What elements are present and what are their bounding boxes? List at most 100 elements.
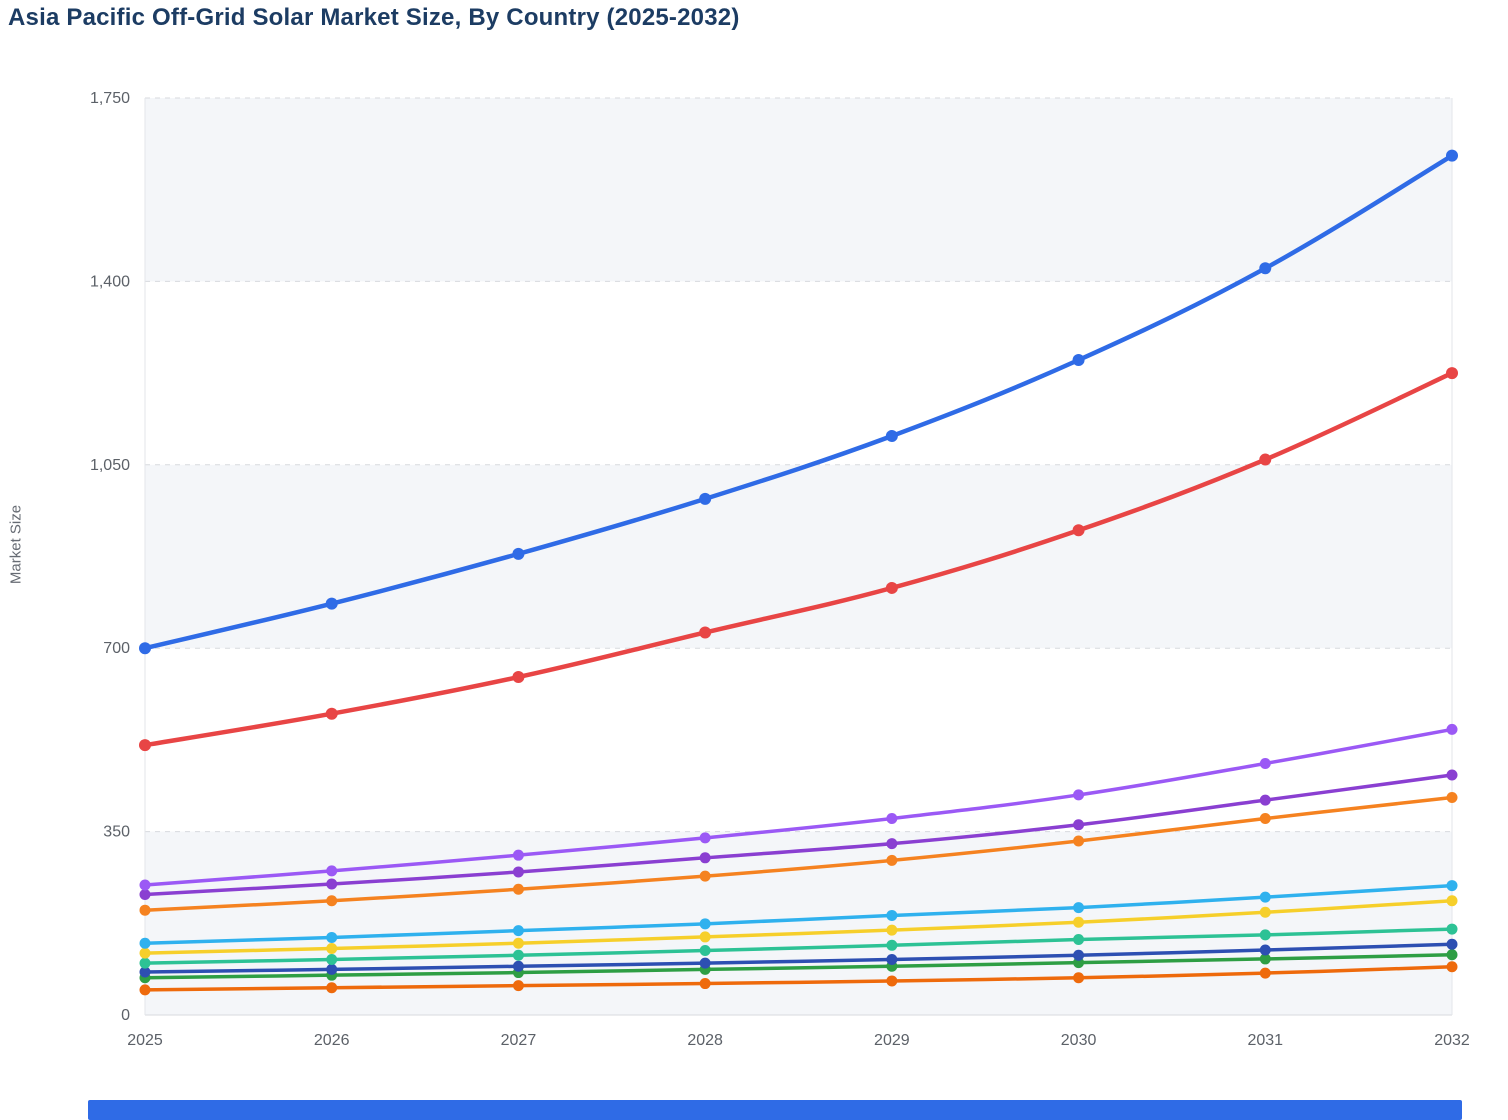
point-series-red	[1259, 453, 1272, 466]
point-series-orange	[1073, 835, 1085, 847]
point-series-yellow	[326, 942, 338, 954]
point-series-red	[1446, 367, 1458, 380]
point-series-blue	[1072, 354, 1085, 366]
point-series-darkorange	[1259, 967, 1271, 979]
point-series-blue	[885, 429, 898, 442]
point-series-yellow	[699, 931, 711, 943]
chart-title: Asia Pacific Off-Grid Solar Market Size,…	[8, 4, 740, 31]
y-tick-label: 350	[103, 824, 130, 841]
plot-band	[145, 831, 1452, 1015]
y-tick-label: 1,050	[90, 457, 130, 474]
point-series-blue	[139, 642, 151, 655]
point-series-violet	[1259, 757, 1271, 769]
point-series-skyblue	[886, 909, 898, 921]
point-series-orange	[1446, 792, 1458, 804]
line-chart-canvas: 0 350 700 1,050 1,400 1,750 2025 2026 2027 2028 20…	[90, 90, 1470, 1049]
line-series-green	[143, 952, 1454, 980]
point-series-skyblue	[1446, 880, 1458, 892]
point-series-blue	[512, 547, 525, 560]
point-series-purple	[1073, 819, 1085, 831]
point-series-orange	[326, 895, 338, 907]
point-series-orange	[512, 883, 524, 895]
point-series-teal	[1073, 934, 1085, 946]
point-series-yellow	[886, 924, 898, 936]
y-tick-label: 700	[103, 640, 130, 657]
point-series-purple	[326, 878, 338, 890]
point-series-red	[325, 707, 338, 720]
line-series-red	[142, 370, 1455, 748]
point-series-navy	[326, 963, 338, 975]
point-series-violet	[699, 832, 711, 844]
line-series-skyblue	[143, 883, 1454, 945]
point-series-teal	[1259, 929, 1271, 941]
x-tick-label: 2030	[1061, 1032, 1097, 1049]
point-series-navy	[139, 966, 151, 978]
x-tick-label: 2028	[687, 1032, 723, 1049]
line-series-teal	[143, 927, 1454, 965]
point-series-purple	[699, 852, 711, 864]
point-series-navy	[1259, 944, 1271, 956]
point-series-navy	[512, 960, 524, 972]
bottom-scrollbar-thumb[interactable]	[88, 1100, 1462, 1120]
point-series-violet	[326, 865, 338, 877]
line-series-darkorange	[143, 965, 1454, 992]
y-tick-label: 1,400	[90, 273, 130, 290]
x-tick-label: 2031	[1247, 1032, 1283, 1049]
point-series-navy	[699, 957, 711, 969]
line-series-violet	[143, 727, 1454, 887]
point-series-purple	[139, 888, 151, 900]
x-tick-label: 2025	[127, 1032, 163, 1049]
point-series-violet	[512, 849, 524, 861]
point-series-darkorange	[326, 982, 338, 994]
point-series-purple	[1259, 794, 1271, 806]
y-tick-label: 0	[121, 1007, 130, 1024]
point-series-purple	[1446, 769, 1458, 781]
point-series-blue	[325, 597, 338, 610]
point-series-purple	[886, 838, 898, 850]
point-series-skyblue	[326, 931, 338, 943]
point-series-violet	[1446, 723, 1458, 735]
point-series-teal	[886, 939, 898, 951]
point-series-orange	[1259, 813, 1271, 824]
point-series-orange	[886, 854, 898, 866]
point-series-teal	[1446, 923, 1458, 935]
point-series-violet	[139, 879, 151, 891]
point-series-yellow	[1446, 895, 1458, 907]
point-series-navy	[1446, 938, 1458, 950]
point-series-teal	[326, 953, 338, 965]
line-series-orange	[143, 795, 1454, 912]
x-tick-label: 2032	[1434, 1032, 1470, 1049]
point-series-blue	[699, 492, 712, 505]
y-tick-label: 1,750	[90, 90, 130, 107]
point-series-blue	[1259, 262, 1272, 275]
point-series-yellow	[1073, 916, 1085, 928]
point-series-yellow	[512, 937, 524, 949]
point-series-red	[139, 739, 151, 752]
point-series-yellow	[1259, 906, 1271, 918]
x-tick-label: 2026	[314, 1032, 350, 1049]
point-series-darkorange	[699, 978, 711, 990]
point-series-darkorange	[1446, 961, 1458, 973]
line-series-navy	[143, 942, 1454, 974]
point-series-orange	[139, 904, 151, 916]
point-series-skyblue	[1259, 891, 1271, 903]
point-series-skyblue	[1073, 902, 1085, 914]
point-series-red	[512, 671, 525, 684]
plot-band	[145, 464, 1452, 649]
point-series-yellow	[139, 947, 151, 959]
point-series-purple	[512, 866, 524, 878]
point-series-navy	[1073, 949, 1085, 961]
point-series-blue	[1446, 149, 1458, 162]
point-series-darkorange	[512, 980, 524, 992]
line-series-blue	[142, 153, 1455, 651]
x-tick-label: 2029	[874, 1032, 910, 1049]
point-series-darkorange	[139, 984, 151, 996]
point-series-orange	[699, 870, 711, 882]
line-series-yellow	[143, 899, 1454, 955]
point-series-skyblue	[699, 918, 711, 930]
point-series-darkorange	[1073, 972, 1085, 984]
x-tick-label: 2027	[501, 1032, 537, 1049]
line-series-purple	[143, 773, 1454, 897]
point-series-darkorange	[886, 975, 898, 987]
